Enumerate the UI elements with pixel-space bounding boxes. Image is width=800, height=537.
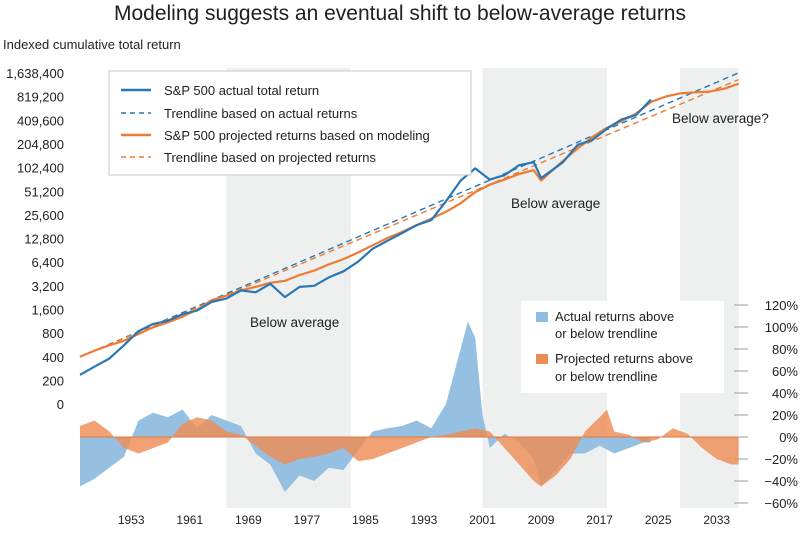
x-tick: 2017 — [586, 513, 613, 527]
y-tick-left: 800 — [42, 326, 64, 341]
x-tick: 1993 — [411, 513, 438, 527]
shade-label-2: Below average? — [672, 111, 769, 126]
deviation-areas — [80, 321, 739, 492]
chart-title: Modeling suggests an eventual shift to b… — [114, 2, 686, 25]
legend-label-projected-deviation-2: or below trendline — [555, 369, 658, 384]
y-tick-left: 25,600 — [24, 208, 64, 223]
legend-label-actual-trend: Trendline based on actual returns — [164, 106, 358, 121]
legend-top-box — [108, 70, 472, 176]
y-axis-title: Indexed cumulative total return — [3, 37, 181, 52]
x-tick: 1953 — [118, 513, 145, 527]
y-tick-left: 409,600 — [17, 113, 64, 128]
y-tick-right: 80% — [772, 342, 798, 357]
y-tick-left: 204,800 — [17, 137, 64, 152]
y-tick-left: 400 — [42, 350, 64, 365]
legend-top: S&P 500 actual total return Trendline ba… — [108, 70, 472, 176]
y-tick-right: 100% — [765, 320, 799, 335]
legend-label-projected-deviation-1: Projected returns above — [555, 351, 693, 366]
y-tick-right: −20% — [764, 452, 798, 467]
legend-swatch-projected-deviation — [536, 354, 548, 364]
x-tick: 2001 — [469, 513, 496, 527]
legend-label-projected: S&P 500 projected returns based on model… — [164, 128, 430, 143]
y-tick-left: 6,400 — [31, 255, 64, 270]
y-tick-right: −60% — [764, 496, 798, 511]
line-series-3 — [79, 78, 739, 358]
shade-label-0: Below average — [250, 315, 339, 330]
y-tick-left: 102,400 — [17, 161, 64, 176]
y-tick-right: 120% — [765, 298, 799, 313]
x-tick: 1961 — [176, 513, 203, 527]
legend-label-actual: S&P 500 actual total return — [164, 83, 319, 98]
y-tick-left: 51,200 — [24, 184, 64, 199]
shaded-period-2 — [680, 68, 739, 508]
legend-label-actual-deviation-1: Actual returns above — [555, 309, 674, 324]
y-tick-left: 1,600 — [31, 303, 64, 318]
y-tick-left: 3,200 — [31, 279, 64, 294]
x-axis: 1953 1961 1969 1977 1985 1993 2001 2009 2017 2025… — [118, 513, 731, 527]
y-tick-left: 12,800 — [24, 232, 64, 247]
annotations: Below average Below average Below average? — [250, 111, 769, 330]
legend-bottom-box — [521, 301, 724, 393]
y-tick-right: 60% — [772, 364, 798, 379]
x-tick: 2025 — [645, 513, 672, 527]
y-tick-right: 20% — [772, 408, 798, 423]
x-tick: 1977 — [294, 513, 321, 527]
y-tick-left: 200 — [42, 373, 64, 388]
y-tick-right: −40% — [764, 474, 798, 489]
x-tick: 1985 — [352, 513, 379, 527]
legend-bottom: Actual returns above or below trendline … — [521, 301, 724, 393]
y-tick-left: 819,200 — [17, 90, 64, 105]
line-series-0 — [79, 98, 652, 376]
y-tick-right: 0% — [779, 430, 798, 445]
legend-label-projected-trend: Trendline based on projected returns — [164, 150, 376, 165]
legend-swatch-actual-deviation — [536, 312, 548, 322]
y-tick-right: 40% — [772, 386, 798, 401]
x-tick: 2009 — [528, 513, 555, 527]
y-tick-left: 1,638,400 — [6, 66, 64, 81]
legend-label-actual-deviation-2: or below trendline — [555, 326, 658, 341]
y-tick-left: 0 — [57, 397, 64, 412]
cumulative-lines — [79, 72, 740, 376]
x-tick: 1969 — [235, 513, 262, 527]
shade-label-1: Below average — [511, 196, 600, 211]
x-tick: 2033 — [703, 513, 730, 527]
right-axis: 120% 100% 80% 60% 40% 20% 0% −20% −40% −60% — [734, 298, 798, 511]
left-axis: 1,638,400 819,200 409,600 204,800 102,400 51,… — [6, 66, 64, 412]
